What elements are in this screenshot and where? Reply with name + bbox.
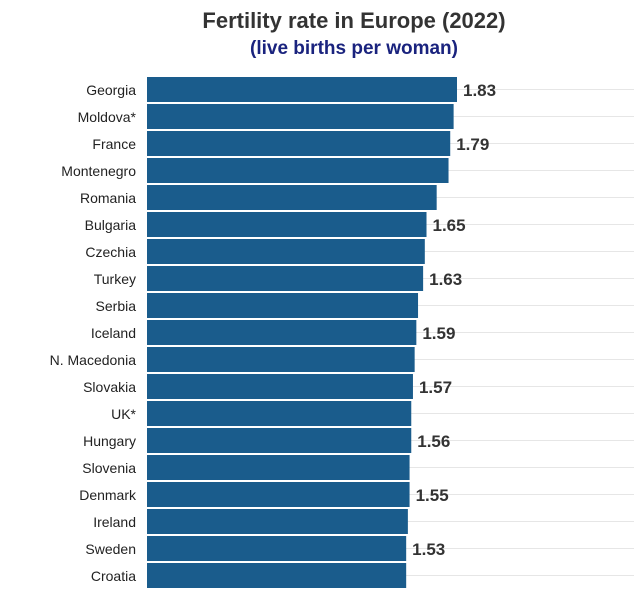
chart-title: Fertility rate in Europe (2022) <box>202 8 506 33</box>
data-label: 1.53 <box>412 540 445 559</box>
bar-slovenia <box>147 455 410 480</box>
data-label: 1.63 <box>429 270 462 289</box>
category-label: Czechia <box>85 244 136 260</box>
bar-sweden <box>147 536 407 561</box>
category-label: Hungary <box>83 433 136 449</box>
category-label: Turkey <box>94 271 136 287</box>
category-label: Denmark <box>79 487 137 503</box>
bar-slovakia <box>147 374 413 399</box>
category-label: Bulgaria <box>85 217 137 233</box>
bar-croatia <box>147 563 407 588</box>
category-label: France <box>92 136 136 152</box>
data-label: 1.83 <box>463 81 496 100</box>
category-label: Iceland <box>91 325 136 341</box>
category-label: Croatia <box>91 568 136 584</box>
bar-bulgaria <box>147 212 427 237</box>
chart-subtitle: (live births per woman) <box>250 38 458 59</box>
category-label: Slovakia <box>83 379 136 395</box>
bar-n-macedonia <box>147 347 415 372</box>
bar-serbia <box>147 293 419 318</box>
category-label: Moldova* <box>78 109 137 125</box>
category-label: Georgia <box>86 82 136 98</box>
category-label: Romania <box>80 190 136 206</box>
category-label: Slovenia <box>82 460 136 476</box>
bar-georgia <box>147 77 457 102</box>
data-label: 1.55 <box>416 486 449 505</box>
bar-romania <box>147 185 437 210</box>
data-label: 1.65 <box>433 216 466 235</box>
category-label: Montenegro <box>61 163 136 179</box>
bar-uk <box>147 401 412 426</box>
category-label: Serbia <box>96 298 137 314</box>
data-label: 1.57 <box>419 378 452 397</box>
bar-ireland <box>147 509 408 534</box>
bar-montenegro <box>147 158 449 183</box>
data-label: 1.59 <box>422 324 455 343</box>
category-label: Sweden <box>85 541 136 557</box>
bar-denmark <box>147 482 410 507</box>
bar-czechia <box>147 239 425 264</box>
data-label: 1.56 <box>417 432 450 451</box>
bar-moldova <box>147 104 454 129</box>
category-label: Ireland <box>93 514 136 530</box>
bar-iceland <box>147 320 417 345</box>
category-label: N. Macedonia <box>50 352 137 368</box>
bar-turkey <box>147 266 424 291</box>
data-label: 1.79 <box>456 135 489 154</box>
category-label: UK* <box>111 406 136 422</box>
bar-hungary <box>147 428 412 453</box>
bar-france <box>147 131 451 156</box>
